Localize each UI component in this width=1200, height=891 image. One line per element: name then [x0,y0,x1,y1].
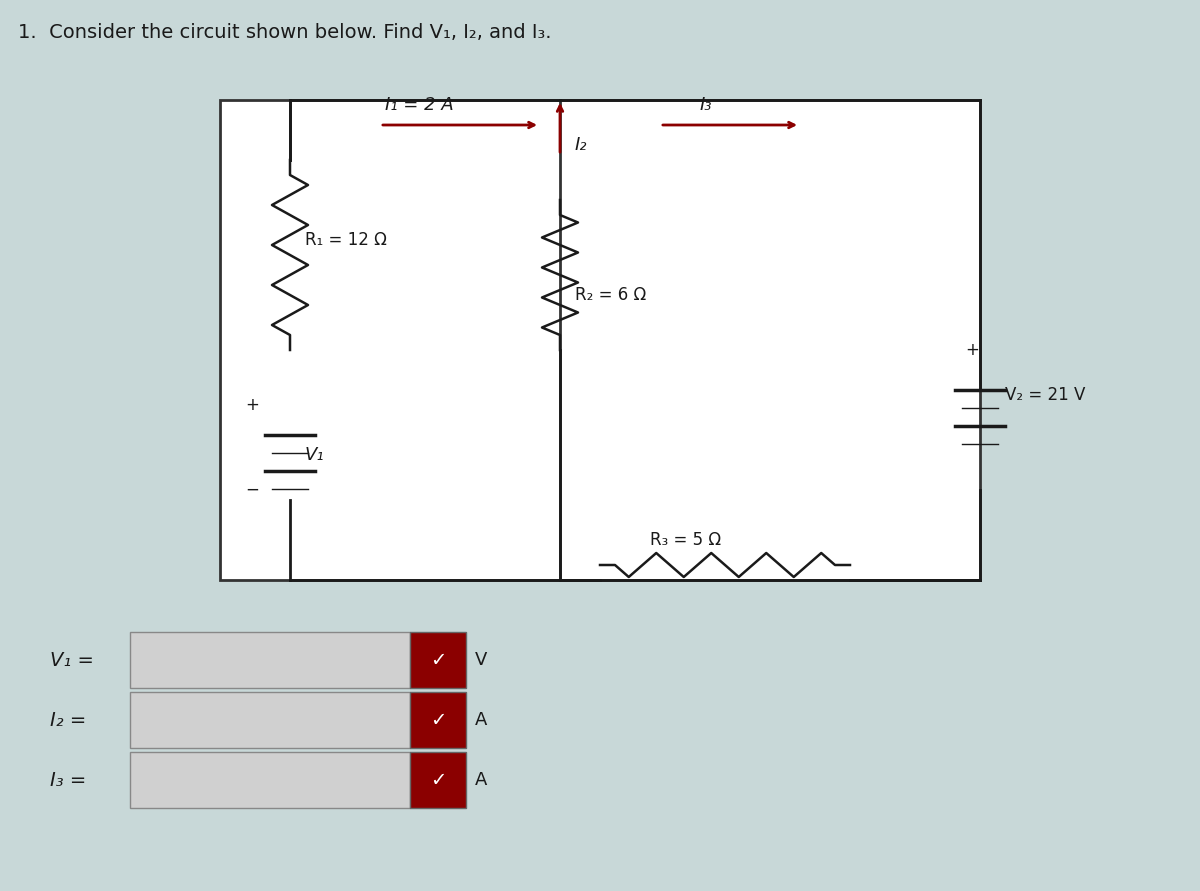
Text: A: A [475,711,487,729]
FancyBboxPatch shape [410,692,466,748]
Text: R₁ = 12 Ω: R₁ = 12 Ω [305,231,386,249]
Text: I₂: I₂ [575,136,588,154]
FancyBboxPatch shape [130,632,410,688]
Text: R₃ = 5 Ω: R₃ = 5 Ω [650,531,721,549]
Text: I₂ =: I₂ = [50,710,86,730]
Text: V₂ = 21 V: V₂ = 21 V [1006,386,1085,404]
Text: I₃: I₃ [700,96,713,114]
Text: ✓: ✓ [430,771,446,789]
FancyBboxPatch shape [410,752,466,808]
Text: A: A [475,771,487,789]
Text: I₃ =: I₃ = [50,771,86,789]
FancyBboxPatch shape [130,752,410,808]
Text: V: V [475,651,487,669]
Text: 1.  Consider the circuit shown below. Find V₁, I₂, and I₃.: 1. Consider the circuit shown below. Fin… [18,23,552,42]
FancyBboxPatch shape [410,632,466,688]
Text: −: − [245,481,259,499]
FancyBboxPatch shape [130,692,410,748]
Text: I₁ = 2 A: I₁ = 2 A [385,96,454,114]
Text: V₁: V₁ [305,446,325,464]
Text: R₂ = 6 Ω: R₂ = 6 Ω [575,286,647,304]
Text: V₁ =: V₁ = [50,650,94,669]
FancyBboxPatch shape [220,100,980,580]
Text: ✓: ✓ [430,650,446,669]
Text: ✓: ✓ [430,710,446,730]
Text: +: + [245,396,259,414]
Text: +: + [965,341,979,359]
